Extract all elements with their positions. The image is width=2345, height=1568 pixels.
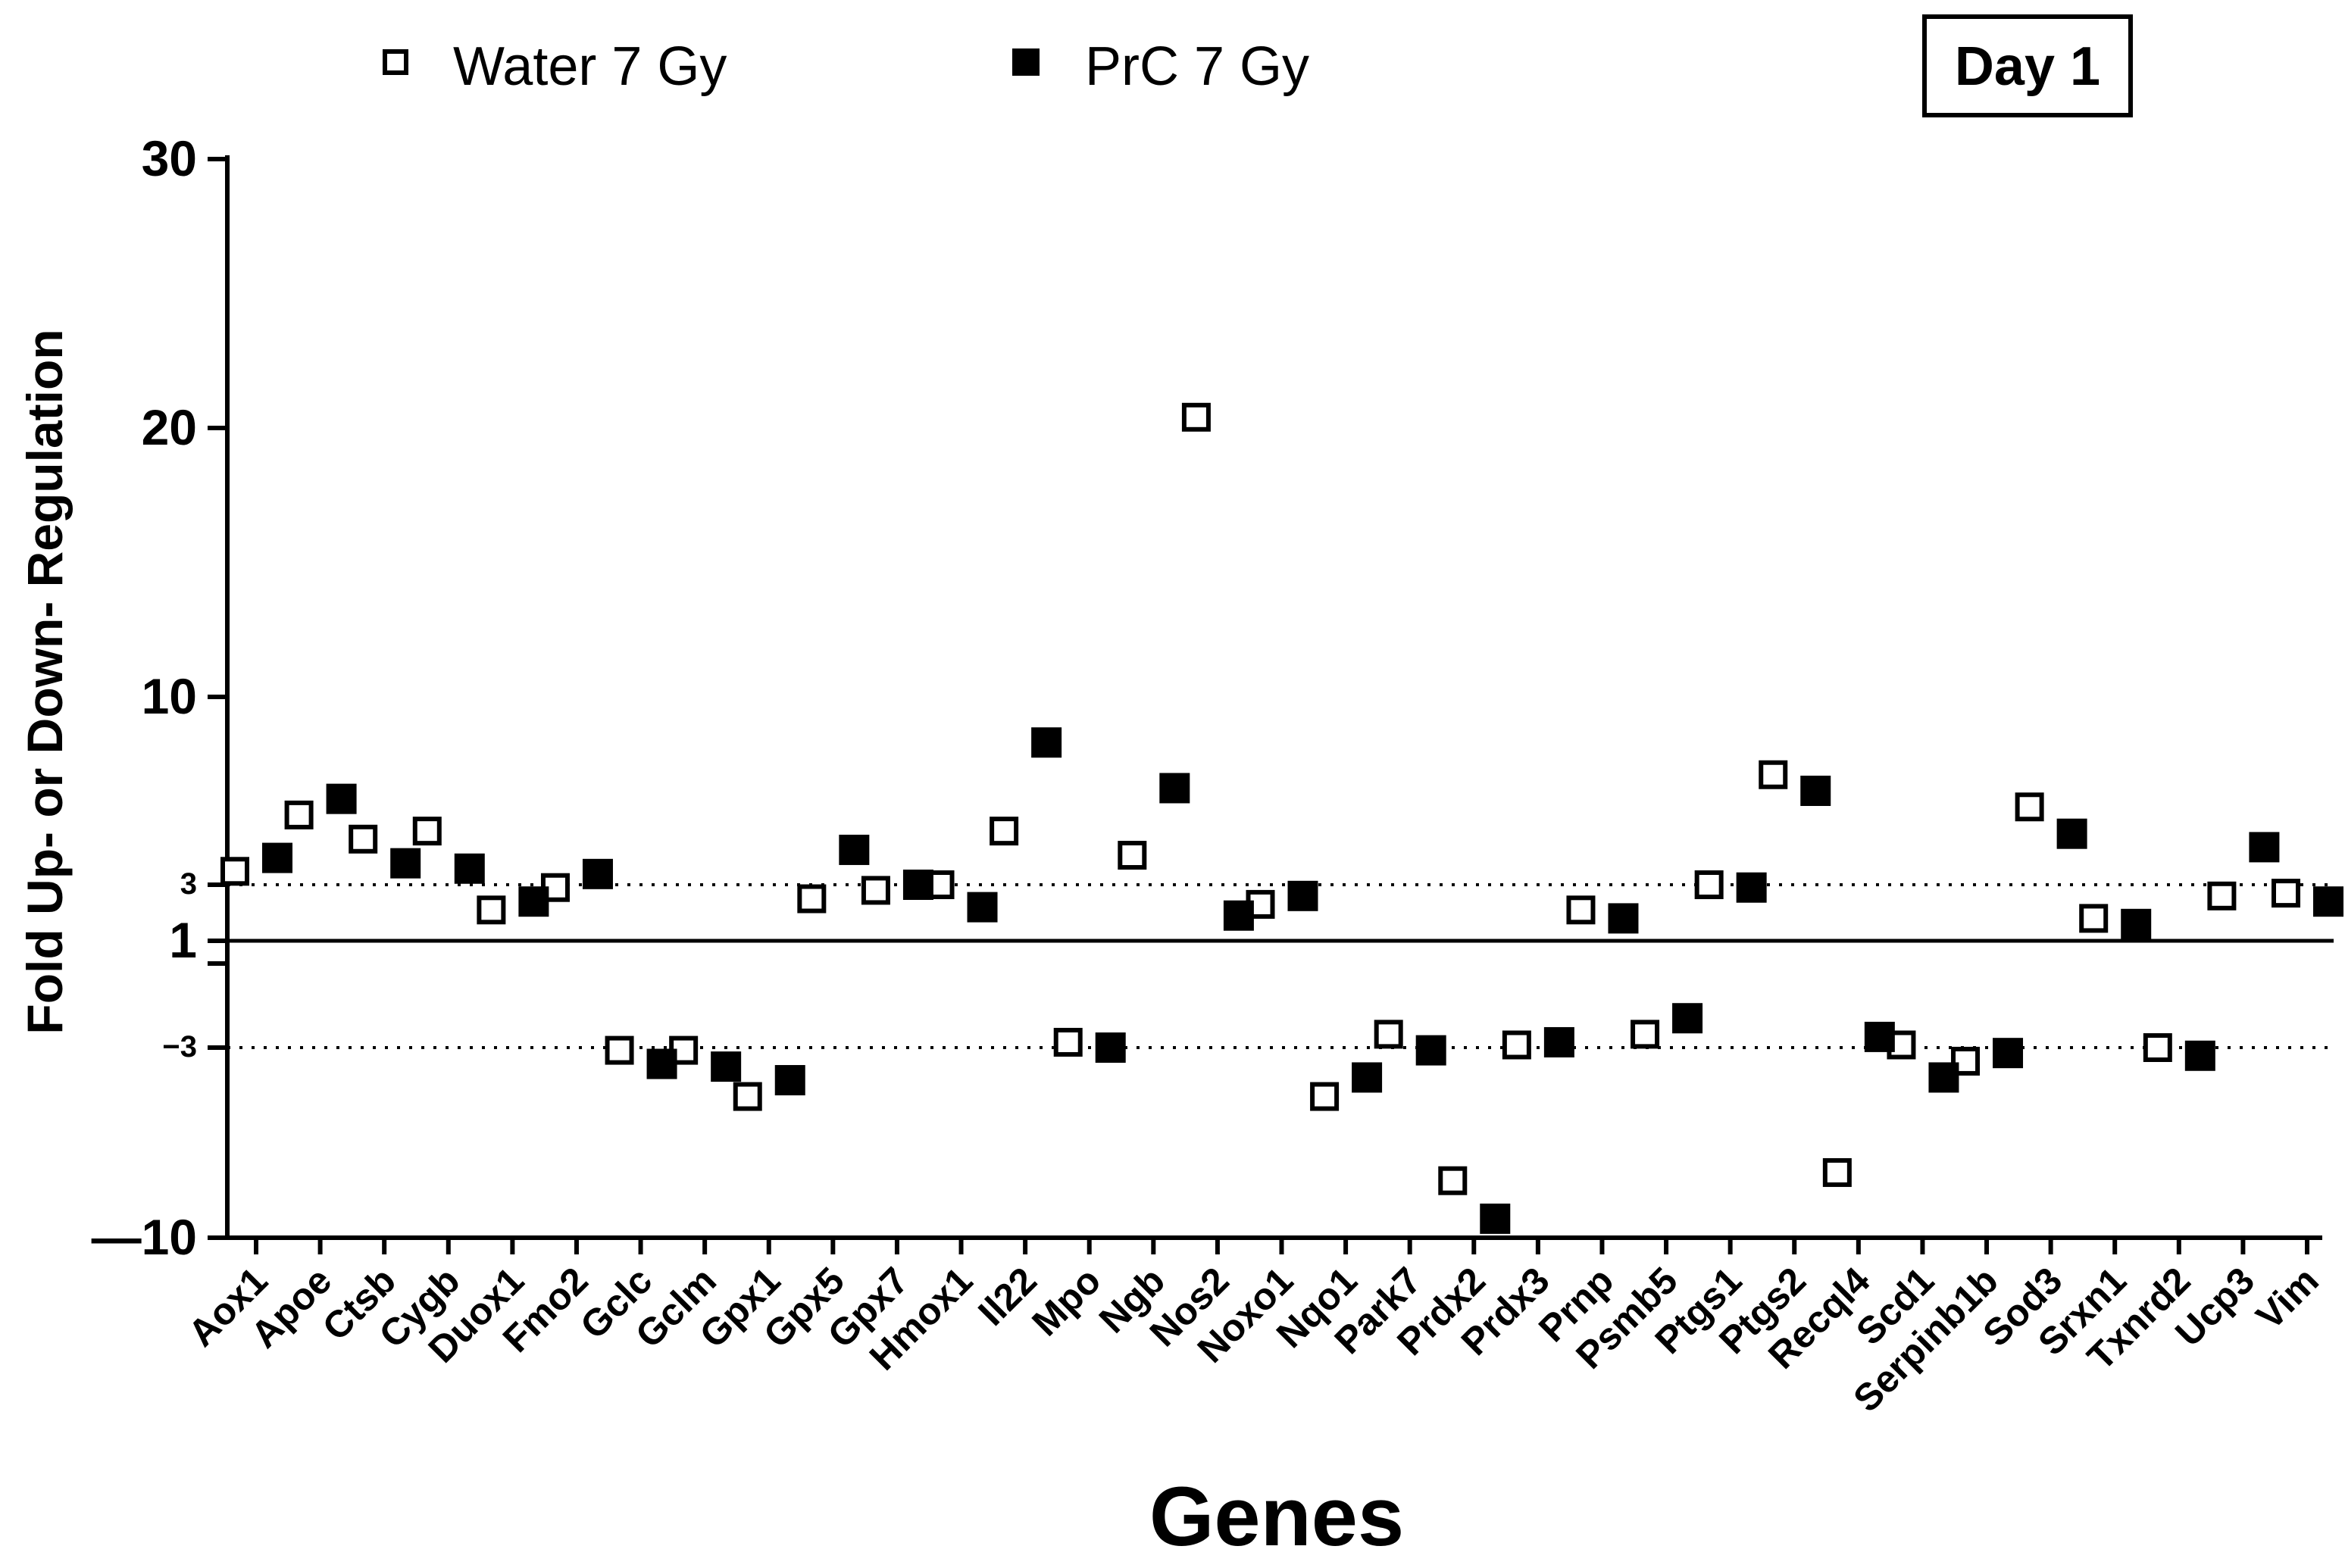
point-prc-Ctsb [390,848,421,879]
y-tick-label: 30 [142,130,197,186]
point-prc-Gpx1 [774,1065,805,1096]
point-water-Recql4 [1822,1157,1852,1187]
point-prc-Nqo1 [1352,1062,1383,1093]
y-axis-label: Fold Up- or Down- Regulation [17,329,73,1034]
x-axis-label: Genes [1149,1470,1404,1563]
legend-water-label: Water 7 Gy [453,36,727,97]
point-water-Gpx1 [733,1082,762,1111]
point-prc-Prnp [1608,903,1639,934]
point-prc-Duox1 [518,886,549,917]
point-water-Txnrd2 [2143,1033,2172,1062]
legend: Water 7 Gy PrC 7 Gy [383,36,1309,97]
point-prc-Ngb [1159,773,1190,804]
point-prc-Hmox1 [967,892,998,923]
point-prc-Nos2 [1223,900,1254,931]
point-prc-Serpinb1b [1993,1038,2024,1069]
point-water-Park7 [1374,1020,1403,1049]
point-water-Prdx2 [1438,1166,1468,1195]
y-tick-label: 20 [142,399,197,455]
point-prc-Scd1 [1928,1062,1959,1093]
point-water-Il22 [990,817,1019,846]
y-tick-label: 10 [142,668,197,724]
point-prc-Txnrd2 [2184,1040,2215,1071]
point-prc-Ptgs1 [1736,872,1767,903]
point-prc-Gclm [711,1051,742,1082]
data-points [220,402,2343,1234]
point-prc-Vim [2313,886,2343,917]
point-water-Srxn1 [2079,904,2109,933]
point-water-Nos2 [1181,402,1211,432]
day-badge-box [1922,14,2133,117]
point-water-Ptgs1 [1694,870,1724,899]
point-water-Prdx3 [1502,1030,1531,1060]
reference-lines [227,883,2334,1049]
legend-prc-label: PrC 7 Gy [1085,36,1309,97]
point-prc-Psmb5 [1672,1003,1703,1034]
point-prc-Cygb [454,853,485,884]
point-water-Psmb5 [1631,1020,1660,1049]
point-water-Gpx7 [861,876,890,905]
point-prc-Gpx7 [902,870,933,900]
x-tick-label: Vim [2248,1259,2327,1338]
point-water-Nqo1 [1310,1082,1340,1111]
point-prc-Srxn1 [2121,908,2152,939]
point-prc-Gpx5 [839,834,870,865]
point-water-Mpo [1053,1027,1083,1057]
axes: 30 20 10 3 1 −3 —10 [92,130,2322,1265]
point-prc-Prdx2 [1480,1203,1511,1234]
point-prc-Park7 [1415,1035,1446,1066]
x-tick-labels: Aox1ApoeCtsbCygbDuox1Fmo2GclcGclmGpx1Gpx… [180,1259,2327,1420]
point-water-Gclc [605,1035,634,1065]
point-prc-Fmo2 [582,858,613,889]
y-tick-label: 1 [169,912,197,968]
point-prc-Prdx3 [1543,1026,1574,1057]
point-water-Vim [2272,879,2300,908]
point-water-Ngb [1118,841,1147,870]
point-water-Ctsb [349,824,378,854]
point-water-Prnp [1566,895,1596,925]
point-prc-Gclc [646,1048,677,1079]
y-tick-label: —10 [92,1209,197,1265]
point-prc-Mpo [1095,1032,1126,1063]
point-water-Apoe [284,800,314,829]
point-prc-Sod3 [2056,818,2087,849]
point-prc-Ptgs2 [1800,776,1831,806]
day-badge-label: Day 1 [1955,36,2100,97]
point-water-Ptgs2 [1759,760,1788,789]
point-prc-Il22 [1031,727,1062,758]
y-tick-label: 3 [180,867,197,901]
point-prc-Ucp3 [2249,832,2280,863]
x-tick-label: Mpo [1024,1259,1108,1344]
point-water-Cygb [412,817,442,846]
legend-water-marker [383,49,408,75]
point-prc-Recql4 [1864,1021,1895,1052]
point-water-Ucp3 [2207,881,2237,911]
day-badge: Day 1 [1922,14,2133,117]
point-prc-Noxo1 [1287,880,1318,911]
point-water-Aox1 [220,857,249,886]
point-water-Duox1 [477,895,506,925]
point-water-Gpx5 [797,884,827,914]
point-prc-Apoe [326,783,357,814]
point-water-Sod3 [2015,792,2044,822]
point-prc-Aox1 [262,842,292,873]
legend-prc-marker [1012,48,1040,76]
y-tick-label: −3 [162,1030,197,1064]
